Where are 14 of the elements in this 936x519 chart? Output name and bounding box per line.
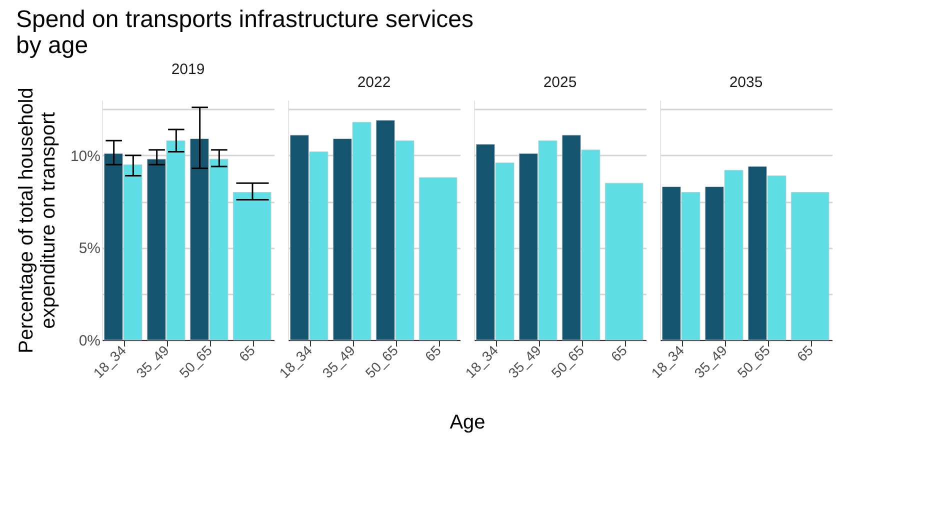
x-tick-label: 65 bbox=[236, 342, 258, 364]
chart-subtitle: 2022 bbox=[357, 74, 391, 91]
chart-subtitle: 2019 bbox=[171, 61, 205, 78]
chart-subtitle: 2025 bbox=[543, 74, 577, 91]
chart-subtitle: 2035 bbox=[729, 74, 763, 91]
x-tick-label: 65 bbox=[608, 342, 630, 364]
y-tick-label: 0% bbox=[78, 332, 100, 350]
chart-title: Spend on transports infrastructure services by age bbox=[16, 6, 474, 60]
y-tick-label: 10% bbox=[70, 148, 100, 165]
y-tick-label: 5% bbox=[78, 240, 100, 258]
x-tick-label: 65 bbox=[422, 342, 444, 364]
x-axis-title: Age bbox=[450, 412, 486, 434]
x-tick-label: 65 bbox=[794, 342, 816, 364]
y-axis-title: Percentage of total household expenditure on transport bbox=[15, 88, 60, 354]
